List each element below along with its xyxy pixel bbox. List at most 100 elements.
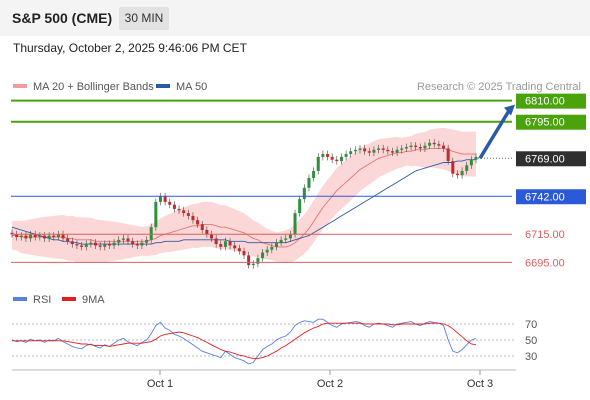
candle-body [414, 145, 418, 148]
candle-body [279, 239, 283, 243]
candle-body [302, 187, 306, 200]
candle-body [42, 235, 46, 239]
candle-body [418, 147, 422, 149]
target-arrow-head [504, 104, 515, 116]
candle-body [177, 208, 181, 211]
candle-body [400, 148, 404, 150]
candle-body [451, 161, 455, 174]
candle-body [274, 242, 278, 247]
candle-body [251, 263, 255, 266]
candle-body [265, 249, 269, 253]
candle-body [182, 210, 186, 214]
candle-body [47, 235, 51, 239]
candle-body [321, 154, 325, 157]
candle-body [94, 242, 98, 246]
candle-body [298, 199, 302, 214]
level-label-red: 6715.00 [525, 229, 565, 241]
candle-body [316, 156, 320, 171]
candle-body [140, 242, 144, 246]
candle-body [242, 251, 246, 256]
support-resistance-levels [11, 99, 512, 263]
candle-body [349, 151, 353, 155]
candle-body [172, 204, 176, 209]
target-arrow-shaft [478, 109, 511, 160]
candle-body [56, 234, 60, 238]
candle-body [465, 165, 469, 171]
candle-body [107, 244, 111, 246]
candle-body [168, 201, 172, 205]
ma20-legend-swatch [13, 84, 27, 88]
candle-body [149, 227, 153, 240]
time-axis-label: Oct 3 [467, 378, 493, 390]
candle-body [84, 244, 88, 247]
level-label-box-green [516, 93, 586, 109]
rsi-ma-line [12, 322, 477, 359]
candle-body [219, 244, 223, 247]
candle-body [214, 238, 218, 245]
candle-body [446, 148, 450, 162]
rsi-ma-legend-label: 9MA [82, 294, 105, 306]
level-label-green: 6810.00 [525, 96, 565, 108]
candle-body [261, 252, 265, 259]
candle-body [112, 242, 116, 246]
candle-body [98, 245, 102, 247]
candle-body [205, 230, 209, 235]
candle-body [353, 149, 357, 152]
symbol-title: S&P 500 (CME) [12, 10, 113, 26]
candle-body [437, 144, 441, 146]
time-axis: Oct 1 Oct 2 Oct 3 [12, 369, 516, 390]
level-label-box-green [516, 114, 586, 130]
candle-body [423, 145, 427, 149]
candle-body [29, 234, 33, 239]
timeframe-badge[interactable]: 30 MIN [119, 7, 169, 30]
candle-body [335, 159, 339, 162]
candle-body [358, 148, 362, 150]
candle-body [121, 238, 125, 240]
candle-body [33, 234, 37, 238]
candle-body [19, 235, 23, 238]
chart-header: S&P 500 (CME) 30 MIN [0, 0, 590, 36]
candle-body [330, 156, 334, 160]
candle-body [145, 239, 149, 243]
candle-body [409, 145, 413, 148]
candle-body [363, 148, 367, 152]
candle-body [344, 154, 348, 157]
candle-body [186, 213, 190, 216]
candle-body [228, 241, 232, 246]
current-price-label: 6769.00 [525, 153, 565, 165]
candle-body [191, 215, 195, 221]
candle-body [117, 239, 121, 243]
rsi-plot-area: 70 50 30 [11, 318, 537, 365]
price-plot-area [10, 127, 478, 269]
candle-body [307, 177, 311, 188]
candle-body [256, 258, 260, 264]
rsi-tick-label: 70 [525, 319, 537, 331]
rsi-legend: RSI 9MA [13, 294, 105, 306]
candle-body [163, 196, 167, 202]
rsi-legend-label: RSI [33, 294, 51, 306]
candle-body [223, 241, 227, 247]
candle-body [428, 142, 432, 146]
candle-body [89, 242, 93, 245]
candle-body [247, 255, 251, 266]
rsi-tick-label: 50 [525, 335, 537, 347]
ma20-legend-label: MA 20 + Bollinger Bands [33, 81, 154, 93]
level-label-red: 6695.00 [525, 257, 565, 269]
candle-body [339, 156, 343, 162]
candle-body [61, 234, 65, 239]
level-label-green: 6795.00 [525, 117, 565, 129]
ma20-line [12, 147, 476, 248]
candle-body [200, 224, 204, 230]
candle-body [367, 151, 371, 153]
candle-body [460, 170, 464, 176]
ma50-legend-label: MA 50 [176, 81, 207, 93]
candle-body [442, 145, 446, 149]
rsi-ma-legend-swatch [62, 297, 76, 301]
candle-body [312, 170, 316, 178]
candle-body [66, 238, 70, 242]
candle-body [293, 213, 297, 235]
candle-body [70, 241, 74, 245]
candle-body [24, 235, 28, 239]
